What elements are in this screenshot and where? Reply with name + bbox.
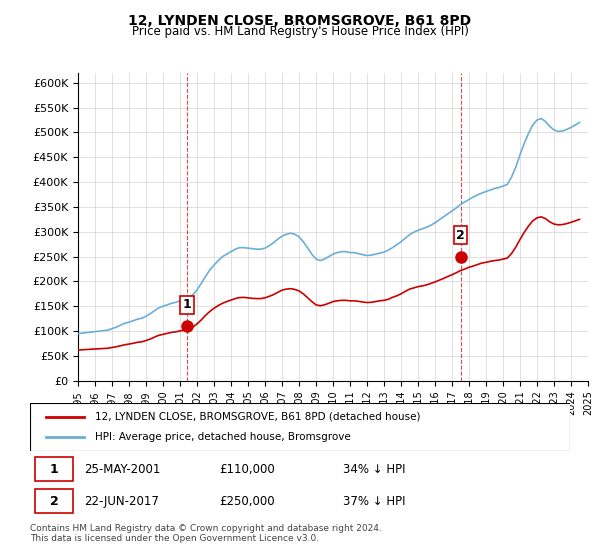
Text: HPI: Average price, detached house, Bromsgrove: HPI: Average price, detached house, Brom… — [95, 432, 350, 442]
Text: 1: 1 — [50, 463, 59, 476]
FancyBboxPatch shape — [30, 403, 570, 451]
Text: 12, LYNDEN CLOSE, BROMSGROVE, B61 8PD: 12, LYNDEN CLOSE, BROMSGROVE, B61 8PD — [128, 14, 472, 28]
Text: 37% ↓ HPI: 37% ↓ HPI — [343, 496, 406, 508]
Text: Price paid vs. HM Land Registry's House Price Index (HPI): Price paid vs. HM Land Registry's House … — [131, 25, 469, 38]
FancyBboxPatch shape — [35, 457, 73, 481]
Text: 12, LYNDEN CLOSE, BROMSGROVE, B61 8PD (detached house): 12, LYNDEN CLOSE, BROMSGROVE, B61 8PD (d… — [95, 412, 420, 422]
Text: £110,000: £110,000 — [219, 463, 275, 476]
FancyBboxPatch shape — [35, 489, 73, 514]
Text: 22-JUN-2017: 22-JUN-2017 — [84, 496, 159, 508]
Text: 25-MAY-2001: 25-MAY-2001 — [84, 463, 160, 476]
Text: 2: 2 — [456, 228, 465, 242]
Text: 2: 2 — [50, 496, 59, 508]
Text: Contains HM Land Registry data © Crown copyright and database right 2024.
This d: Contains HM Land Registry data © Crown c… — [30, 524, 382, 543]
Text: 34% ↓ HPI: 34% ↓ HPI — [343, 463, 406, 476]
Text: £250,000: £250,000 — [219, 496, 275, 508]
Text: 1: 1 — [182, 298, 191, 311]
